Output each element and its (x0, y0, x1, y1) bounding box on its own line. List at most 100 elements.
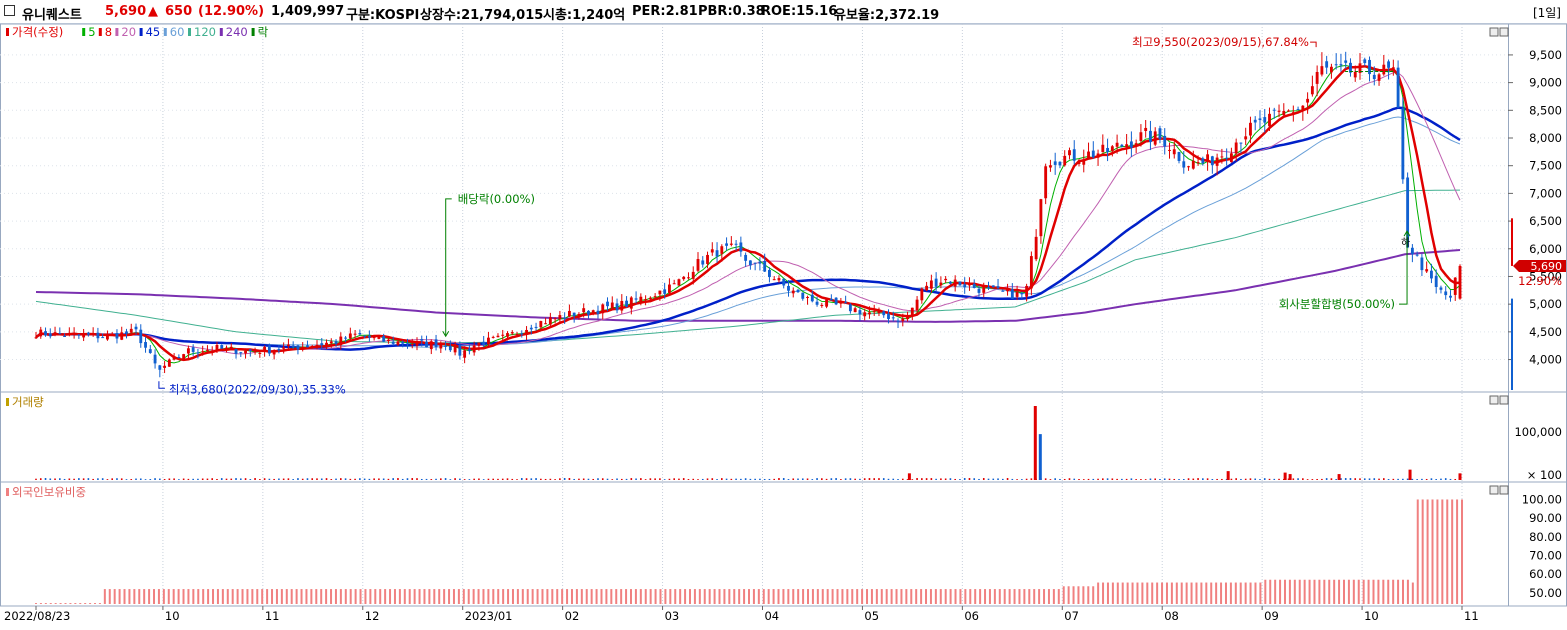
candle-body (715, 250, 719, 257)
candle-body (558, 315, 562, 320)
volume-bar (1444, 478, 1447, 480)
candle-body (487, 337, 490, 345)
volume-bar (754, 478, 756, 480)
volume-bar (878, 478, 880, 480)
foreign-holding-bar (207, 589, 210, 604)
window-checkbox[interactable] (4, 5, 15, 16)
foreign-holding-bar (969, 589, 972, 604)
date-tick-label: 10 (165, 609, 180, 623)
volume-bar (1278, 478, 1280, 480)
volume-bar (1078, 479, 1080, 480)
volume-spike-bar (907, 473, 911, 480)
candle-body (1225, 157, 1229, 159)
candle-body (186, 348, 190, 354)
candle-body (1415, 254, 1419, 256)
volume-bar (578, 478, 580, 480)
foreign-holding-bar (826, 589, 829, 604)
foreign-holding-bar (369, 589, 372, 604)
volume-bar (1149, 478, 1152, 480)
foreign-holding-bar (575, 589, 578, 604)
candle-body (434, 339, 438, 348)
foreign-holding-bar (49, 603, 52, 604)
candle-body (1010, 289, 1014, 299)
volume-bar (1454, 478, 1457, 480)
candle-body (196, 352, 200, 354)
candle-body (201, 351, 205, 353)
foreign-holding-bar (649, 589, 652, 604)
volume-bar (192, 478, 194, 480)
candle-body (968, 284, 971, 286)
foreign-holding-bar (974, 589, 977, 604)
foreign-holding-bar (1038, 589, 1041, 604)
foreign-holding-bar (1397, 579, 1400, 604)
volume-bar (1363, 478, 1366, 480)
foreign-holding-bar (182, 589, 185, 604)
foreign-holding-bar (143, 589, 146, 604)
volume-bar (1406, 478, 1409, 480)
candle-body (125, 331, 128, 334)
stock-chart[interactable]: 9,500 9,000 8,500 8,000 7,500 7,000 6,500 6,000… (0, 24, 1567, 630)
candle-body (1025, 285, 1029, 297)
candle-body (629, 297, 633, 309)
listed-shares: 상장수:21,794,015 (420, 8, 544, 23)
candle-body (625, 300, 628, 307)
foreign-holding-bar (413, 589, 416, 604)
volume-bar (825, 478, 828, 480)
candle-body (1201, 158, 1205, 164)
candle-body (501, 334, 505, 336)
foreign-holding-bar (290, 589, 293, 604)
foreign-holding-bar (1195, 582, 1198, 604)
price-tick-label: 9,000 (1529, 76, 1562, 90)
foreign-holding-bar (492, 589, 495, 604)
period-selector[interactable]: [1일] (1532, 6, 1561, 20)
candle-body (1139, 132, 1143, 141)
candle-body (1306, 98, 1310, 103)
candle-body (106, 334, 109, 340)
volume-bar (740, 478, 742, 480)
candle-body (96, 332, 100, 339)
foreign-holding-bar (1229, 582, 1232, 604)
foreign-holding-bar (266, 589, 269, 604)
candle-body (177, 357, 181, 359)
candle-body (1434, 275, 1438, 288)
volume-spike-bar (1288, 474, 1292, 480)
stock-name[interactable]: 유니퀘스트 (22, 8, 82, 23)
foreign-holding-bar (428, 589, 431, 604)
candle-body (1015, 292, 1019, 297)
candle-body (272, 350, 276, 355)
candle-body (906, 316, 909, 320)
candle-body (839, 302, 843, 304)
candle-body (834, 297, 838, 305)
foreign-holding-bar (669, 589, 672, 604)
candle-body (182, 354, 186, 360)
panel-close-button (1499, 485, 1509, 495)
foreign-holding-bar (334, 589, 337, 604)
candle-body (1239, 142, 1243, 144)
foreign-holding-bar (531, 589, 534, 604)
volume-bar (478, 478, 480, 480)
candle-body (115, 333, 119, 339)
foreign-holding-bar (1018, 589, 1021, 604)
candle-body (1282, 110, 1286, 116)
candle-body (953, 279, 957, 287)
candle-body (529, 327, 533, 330)
foreign-holding-bar (1033, 589, 1036, 604)
volume-bar (330, 479, 333, 480)
volume-bar (1068, 478, 1071, 480)
volume-bar (430, 479, 433, 480)
candle-body (920, 288, 924, 301)
candle-body (1215, 157, 1219, 166)
volume-bar (216, 478, 218, 480)
candle-body (410, 344, 414, 346)
candle-body (86, 332, 90, 335)
volume-bar (1168, 478, 1171, 480)
volume-bar (840, 479, 842, 480)
volume-bar (763, 478, 766, 480)
volume-bar (287, 478, 290, 480)
split-marker-line (1399, 232, 1408, 305)
volume-bar (592, 478, 595, 480)
chart-grid (0, 24, 1567, 607)
foreign-holding-bar (1283, 579, 1286, 604)
foreign-holding-bar (423, 589, 426, 604)
foreign-holding-bar (1249, 582, 1252, 604)
